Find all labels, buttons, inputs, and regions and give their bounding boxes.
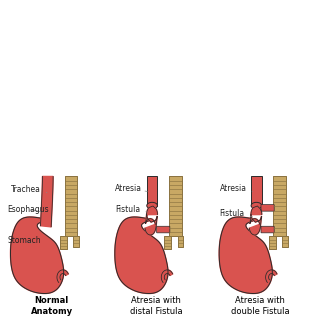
Bar bbox=[60, 236, 67, 249]
FancyBboxPatch shape bbox=[261, 204, 274, 211]
Text: Trachea: Trachea bbox=[11, 186, 47, 194]
Bar bbox=[65, 176, 77, 236]
Text: Fistula: Fistula bbox=[219, 209, 253, 218]
Polygon shape bbox=[266, 270, 277, 282]
Text: Stomach: Stomach bbox=[7, 236, 41, 245]
Bar bbox=[269, 236, 276, 249]
Text: Normal
Anatomy: Normal Anatomy bbox=[31, 296, 73, 316]
Bar bbox=[73, 236, 79, 247]
Polygon shape bbox=[40, 176, 53, 227]
Text: Esophagus: Esophagus bbox=[7, 205, 49, 214]
Text: Atresia with
distal Fistula: Atresia with distal Fistula bbox=[130, 296, 182, 316]
Text: Atresia: Atresia bbox=[219, 184, 253, 193]
Polygon shape bbox=[145, 206, 157, 235]
Polygon shape bbox=[219, 217, 272, 293]
Bar bbox=[177, 236, 183, 247]
Bar bbox=[164, 236, 171, 249]
Bar bbox=[147, 176, 157, 206]
Bar bbox=[282, 236, 288, 247]
FancyBboxPatch shape bbox=[261, 226, 274, 233]
Bar bbox=[169, 176, 182, 236]
Ellipse shape bbox=[147, 202, 157, 209]
Text: Atresia: Atresia bbox=[115, 184, 147, 193]
Polygon shape bbox=[57, 270, 68, 282]
Bar bbox=[251, 176, 262, 206]
Polygon shape bbox=[249, 206, 262, 235]
Text: Atresia with
double Fistula: Atresia with double Fistula bbox=[231, 296, 290, 316]
Text: Fistula: Fistula bbox=[115, 205, 147, 214]
Polygon shape bbox=[161, 270, 172, 282]
Polygon shape bbox=[115, 217, 168, 293]
Bar bbox=[274, 176, 286, 236]
Ellipse shape bbox=[251, 202, 262, 209]
Polygon shape bbox=[11, 217, 64, 293]
FancyBboxPatch shape bbox=[157, 226, 170, 233]
